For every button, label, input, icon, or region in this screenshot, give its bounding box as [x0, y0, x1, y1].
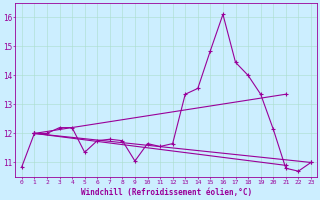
X-axis label: Windchill (Refroidissement éolien,°C): Windchill (Refroidissement éolien,°C) [81, 188, 252, 197]
